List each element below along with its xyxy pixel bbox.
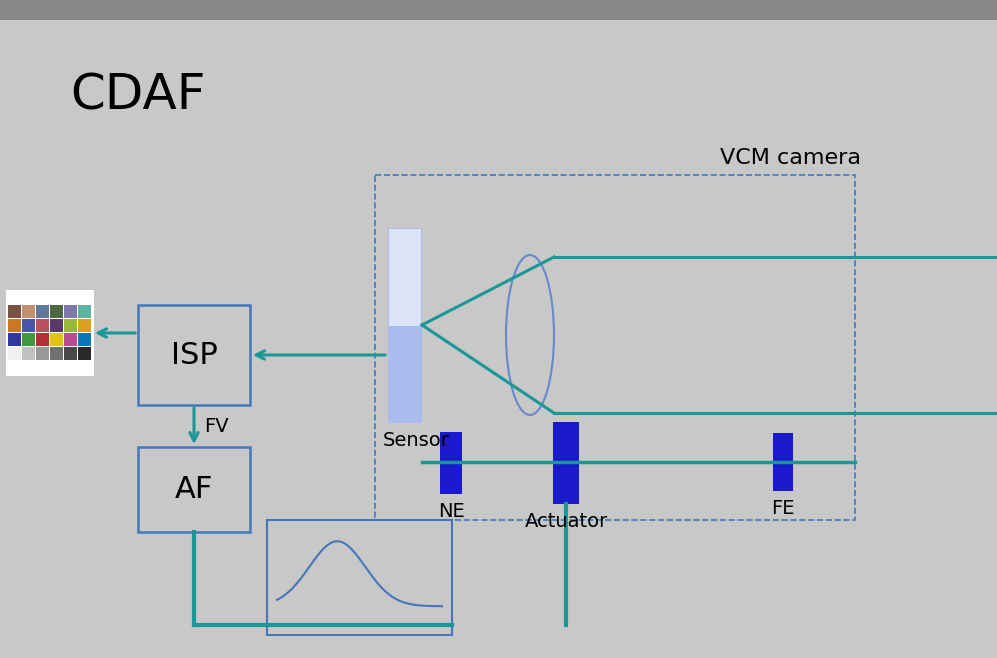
FancyBboxPatch shape bbox=[78, 347, 91, 360]
FancyBboxPatch shape bbox=[22, 305, 35, 318]
FancyBboxPatch shape bbox=[64, 333, 77, 346]
FancyBboxPatch shape bbox=[8, 333, 21, 346]
FancyBboxPatch shape bbox=[8, 347, 21, 360]
FancyBboxPatch shape bbox=[8, 319, 21, 332]
FancyBboxPatch shape bbox=[36, 319, 49, 332]
FancyBboxPatch shape bbox=[78, 319, 91, 332]
FancyBboxPatch shape bbox=[6, 290, 94, 376]
Text: FE: FE bbox=[772, 499, 795, 518]
Text: Sensor: Sensor bbox=[383, 431, 450, 450]
FancyBboxPatch shape bbox=[22, 319, 35, 332]
FancyBboxPatch shape bbox=[773, 433, 793, 491]
FancyBboxPatch shape bbox=[22, 347, 35, 360]
Text: VCM camera: VCM camera bbox=[720, 148, 861, 168]
FancyBboxPatch shape bbox=[50, 347, 63, 360]
FancyBboxPatch shape bbox=[389, 229, 421, 326]
Text: ISP: ISP bbox=[170, 340, 217, 370]
Text: AF: AF bbox=[174, 474, 213, 503]
FancyBboxPatch shape bbox=[36, 305, 49, 318]
FancyBboxPatch shape bbox=[78, 333, 91, 346]
FancyBboxPatch shape bbox=[64, 305, 77, 318]
FancyBboxPatch shape bbox=[440, 432, 462, 494]
FancyBboxPatch shape bbox=[388, 228, 422, 423]
FancyBboxPatch shape bbox=[36, 333, 49, 346]
Text: CDAF: CDAF bbox=[70, 71, 205, 119]
Text: FV: FV bbox=[204, 417, 228, 436]
Text: Actuator: Actuator bbox=[524, 512, 607, 531]
FancyBboxPatch shape bbox=[78, 305, 91, 318]
FancyBboxPatch shape bbox=[50, 305, 63, 318]
FancyBboxPatch shape bbox=[50, 319, 63, 332]
Text: NE: NE bbox=[438, 502, 465, 521]
FancyBboxPatch shape bbox=[50, 333, 63, 346]
FancyBboxPatch shape bbox=[0, 0, 997, 20]
FancyBboxPatch shape bbox=[36, 347, 49, 360]
FancyBboxPatch shape bbox=[553, 422, 579, 504]
FancyBboxPatch shape bbox=[64, 319, 77, 332]
FancyBboxPatch shape bbox=[22, 333, 35, 346]
FancyBboxPatch shape bbox=[64, 347, 77, 360]
FancyBboxPatch shape bbox=[8, 305, 21, 318]
